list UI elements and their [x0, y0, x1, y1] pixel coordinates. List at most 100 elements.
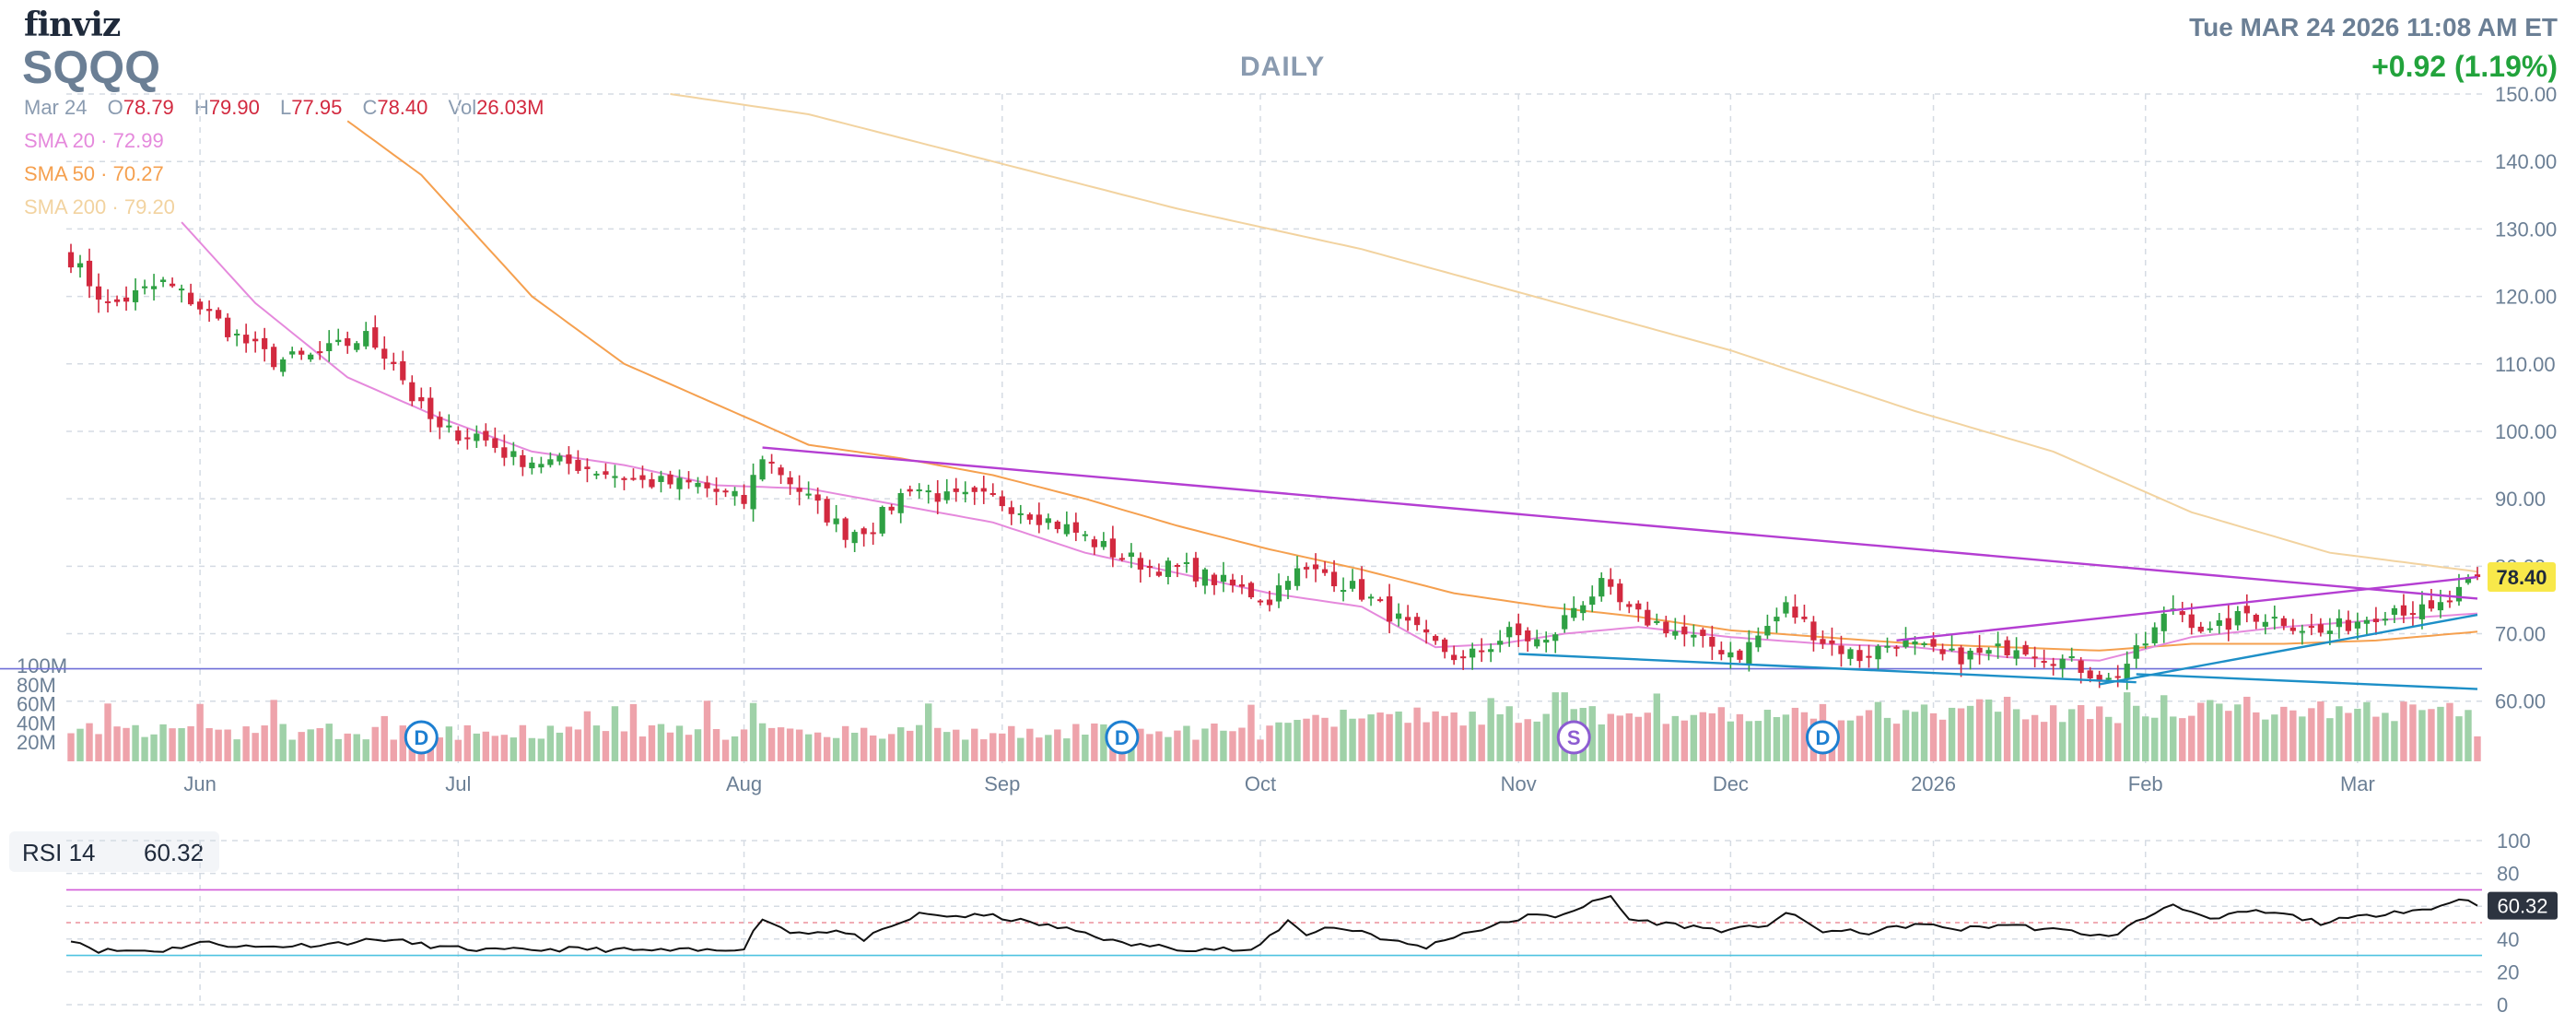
trendline[interactable]: [762, 446, 2478, 600]
candle-body: [1608, 579, 1614, 587]
volume-bar: [1938, 719, 1947, 761]
volume-tick-label: 40M: [17, 712, 56, 735]
candle-body: [722, 490, 729, 493]
volume-bar: [95, 734, 102, 761]
candle-body: [888, 506, 895, 511]
volume-bar: [1174, 730, 1181, 761]
dividend-event-marker[interactable]: [1105, 720, 1140, 755]
candle-body: [547, 459, 554, 465]
volume-bar: [159, 724, 167, 761]
volume-bar: [989, 733, 997, 761]
volume-bar: [205, 727, 213, 761]
trendline[interactable]: [2136, 673, 2478, 690]
candle-body: [280, 359, 287, 372]
candle-body: [363, 331, 369, 347]
candle-body: [925, 490, 931, 493]
candle-body: [1774, 617, 1780, 622]
rsi-tick-label: 100: [2497, 830, 2531, 853]
candle-body: [197, 301, 204, 310]
volume-bar: [1911, 712, 1919, 761]
candle-body: [188, 292, 194, 305]
volume-bar: [252, 733, 259, 761]
volume-bar: [2289, 710, 2297, 761]
volume-bar: [298, 732, 305, 761]
candle-body: [1118, 558, 1125, 560]
sma20-sep: ·: [100, 129, 108, 152]
volume-tick-label: 20M: [17, 731, 56, 754]
candle-body: [2363, 619, 2371, 624]
candle-body: [1284, 581, 1292, 590]
volume-bar: [1690, 714, 1698, 761]
volume-bar: [2021, 719, 2030, 761]
volume-bar: [2382, 712, 2389, 761]
price-tick-label: 60.00: [2495, 690, 2546, 713]
volume-bar: [1874, 701, 1882, 761]
volume-bar: [215, 729, 222, 761]
volume-bar: [546, 725, 555, 761]
last-price-value: 78.40: [2496, 566, 2547, 589]
candle-body: [1183, 561, 1190, 564]
sma200-legend[interactable]: SMA 200 · 79.20: [24, 195, 175, 219]
volume-bar: [2363, 701, 2371, 761]
candle-body: [1525, 630, 1531, 642]
trendline[interactable]: [2099, 613, 2478, 686]
candle-body: [759, 459, 766, 480]
rsi-legend[interactable]: RSI 14 60.32: [9, 831, 219, 872]
sma50-legend[interactable]: SMA 50 · 70.27: [24, 162, 164, 186]
dividend-event-marker[interactable]: [404, 720, 439, 755]
volume-bar: [934, 727, 942, 761]
volume-bar: [233, 739, 240, 761]
dividend-event-marker[interactable]: [1805, 720, 1840, 755]
candle-body: [980, 488, 987, 492]
volume-bar: [187, 725, 194, 761]
volume-bar: [1727, 721, 1735, 761]
candle-body: [1866, 655, 1872, 658]
volume-bar: [1616, 715, 1623, 761]
candle-body: [2013, 650, 2020, 659]
volume-bar: [2095, 706, 2103, 761]
rsi-tick-label: 80: [2497, 863, 2519, 886]
candle-body: [1856, 650, 1863, 662]
candle-body: [1810, 621, 1817, 641]
candle-body: [372, 327, 379, 348]
candle-body: [1681, 626, 1688, 635]
volume-bar: [1773, 716, 1781, 761]
volume-bar: [814, 732, 822, 761]
event-marker-label: D: [414, 726, 428, 749]
timeframe-label: DAILY: [1240, 52, 1326, 82]
candle-body: [1488, 649, 1494, 653]
volume-bar: [482, 731, 490, 761]
volume-bar: [1505, 706, 1513, 761]
candle-body: [2289, 627, 2296, 631]
volume-bar: [399, 725, 406, 761]
volume-bar: [1791, 707, 1799, 761]
volume-bar: [1966, 705, 1974, 761]
candle-body: [612, 476, 618, 478]
volume-bar: [150, 734, 158, 761]
candle-body: [1626, 604, 1633, 607]
finviz-logo[interactable]: finviz: [24, 6, 121, 44]
volume-bar: [1598, 724, 1605, 761]
sma20-legend[interactable]: SMA 20 · 72.99: [24, 129, 164, 153]
candle-body: [104, 300, 111, 303]
volume-bar: [2142, 716, 2149, 761]
volume-bar: [1745, 721, 1753, 761]
volume-bar: [1865, 710, 1873, 761]
volume-bar: [758, 723, 767, 761]
volume-bar: [104, 703, 111, 761]
split-event-marker[interactable]: [1556, 720, 1591, 755]
trendline[interactable]: [1518, 653, 2137, 684]
volume-bar: [1349, 718, 1356, 761]
x-tick-label: Sep: [984, 772, 1020, 795]
trendline[interactable]: [1896, 575, 2478, 642]
volume-bar: [500, 735, 509, 761]
candle-body: [2022, 644, 2029, 655]
volume-bar: [841, 725, 849, 761]
candle-body: [2105, 677, 2112, 680]
candle-body: [796, 488, 802, 492]
candle-body: [649, 478, 655, 488]
volume-bar: [1072, 724, 1080, 761]
rsi-line[interactable]: [70, 895, 2478, 954]
